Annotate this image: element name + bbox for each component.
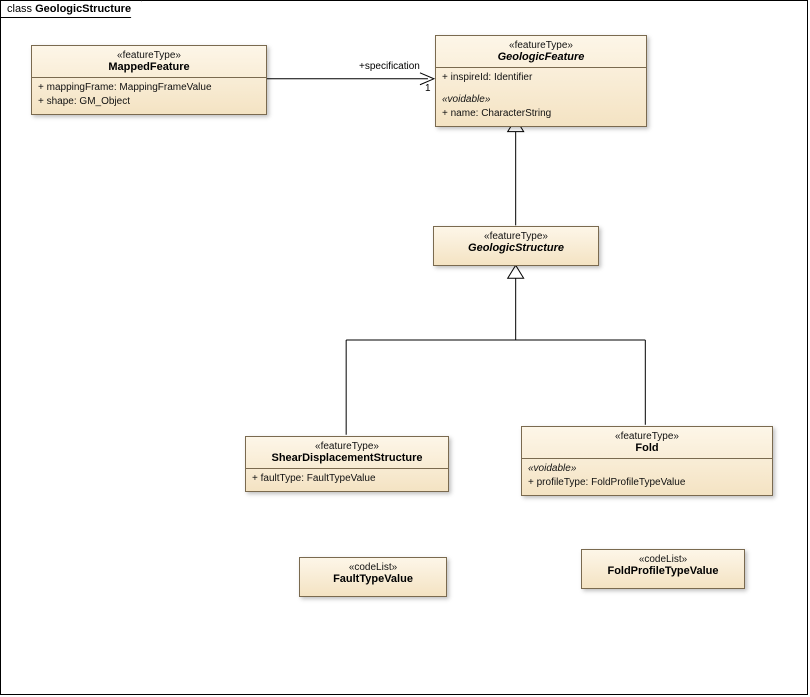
stereotype: «codeList» (588, 554, 738, 565)
attribute: + faultType: FaultTypeValue (252, 472, 442, 486)
class-name: FoldProfileTypeValue (588, 565, 738, 577)
class-fault-type-value: «codeList»FaultTypeValue (299, 557, 447, 597)
class-mapped-feature: «featureType»MappedFeature + mappingFrame… (31, 45, 267, 115)
attribute: + name: CharacterString (442, 107, 640, 121)
section-stereotype: «voidable» (528, 462, 766, 476)
frame-name: GeologicStructure (35, 3, 131, 15)
stereotype: «codeList» (306, 562, 440, 573)
assoc-mult-label: 1 (425, 83, 431, 94)
stereotype: «featureType» (528, 431, 766, 442)
class-shear-displacement-structure: «featureType»ShearDisplacementStructure +… (245, 436, 449, 492)
frame-tab: class GeologicStructure (0, 0, 142, 18)
assoc-role-label: +specification (359, 61, 420, 72)
stereotype: «featureType» (252, 441, 442, 452)
class-name: MappedFeature (38, 61, 260, 73)
section-stereotype: «voidable» (442, 93, 640, 107)
class-name: ShearDisplacementStructure (252, 452, 442, 464)
class-name: Fold (528, 442, 766, 454)
class-fold: «featureType»Fold «voidable»+ profileTyp… (521, 426, 773, 496)
attributes: «voidable»+ profileType: FoldProfileType… (522, 459, 772, 495)
attributes: + faultType: FaultTypeValue (246, 469, 448, 491)
diagram-frame: class GeologicStructure +specification 1… (0, 0, 808, 695)
attribute: + shape: GM_Object (38, 95, 260, 109)
stereotype: «featureType» (440, 231, 592, 242)
attributes: + inspireId: Identifier (436, 68, 646, 90)
class-geologic-feature: «featureType»GeologicFeature + inspireId:… (435, 35, 647, 127)
class-name: GeologicStructure (440, 242, 592, 254)
class-name: FaultTypeValue (306, 573, 440, 585)
attributes: + mappingFrame: MappingFrameValue+ shape… (32, 78, 266, 114)
attribute: + inspireId: Identifier (442, 71, 640, 85)
attribute: + profileType: FoldProfileTypeValue (528, 476, 766, 490)
class-fold-profile-type-value: «codeList»FoldProfileTypeValue (581, 549, 745, 589)
stereotype: «featureType» (38, 50, 260, 61)
stereotype: «featureType» (442, 40, 640, 51)
attributes: «voidable»+ name: CharacterString (436, 90, 646, 126)
frame-label: class (7, 3, 32, 15)
class-name: GeologicFeature (442, 51, 640, 63)
attribute: + mappingFrame: MappingFrameValue (38, 81, 260, 95)
class-geologic-structure: «featureType»GeologicStructure (433, 226, 599, 266)
